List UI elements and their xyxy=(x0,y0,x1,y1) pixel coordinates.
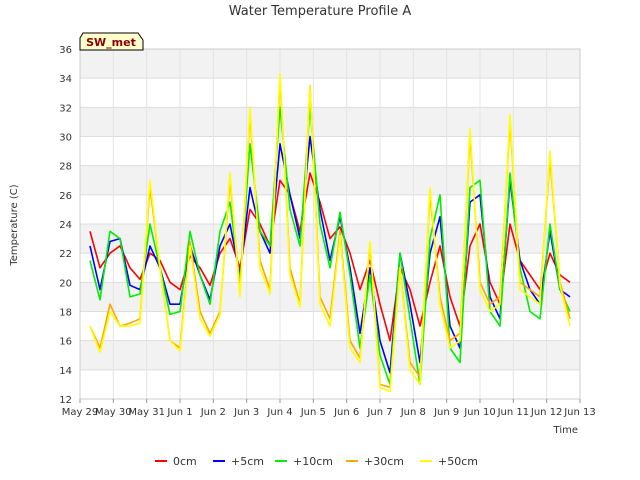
series-lines xyxy=(89,73,571,393)
y-tick-label: 24 xyxy=(59,220,72,231)
legend-item: +10cm xyxy=(275,455,333,468)
plot-band xyxy=(80,165,580,195)
x-tick-label: May 29 xyxy=(62,407,99,418)
y-tick-label: 20 xyxy=(59,278,72,289)
x-tick-label: Jun 12 xyxy=(530,407,563,418)
x-tick-label: May 30 xyxy=(95,407,132,418)
plot-band xyxy=(80,107,580,137)
y-tick-label: 30 xyxy=(59,133,72,144)
chart-title: Water Temperature Profile A xyxy=(229,4,412,19)
y-tick-label: 28 xyxy=(59,162,72,173)
y-axis-label: Temperature (C) xyxy=(9,184,20,266)
y-tick-label: 32 xyxy=(59,103,72,114)
y-tick-label: 36 xyxy=(59,45,72,56)
y-tick-label: 12 xyxy=(59,395,72,406)
legend: 0cm +5cm +10cm +30cm +50cm xyxy=(155,455,478,468)
legend-label: +10cm xyxy=(293,455,333,468)
x-tick-label: Jun 7 xyxy=(366,407,392,418)
y-tick-label: 16 xyxy=(59,337,72,348)
x-tick-label: Jun 4 xyxy=(266,407,292,418)
x-axis-label: Time xyxy=(553,425,578,436)
x-tick-label: Jun 8 xyxy=(400,407,426,418)
y-tick-label: 34 xyxy=(59,74,72,85)
plot-band xyxy=(80,49,580,79)
plot-band xyxy=(80,340,580,370)
series-line-0cm xyxy=(89,172,571,342)
legend-item: +50cm xyxy=(420,455,478,468)
series-line-5cm xyxy=(89,135,571,374)
x-tick-label: Jun 2 xyxy=(200,407,226,418)
legend-label: 0cm xyxy=(173,455,197,468)
series-line-50cm xyxy=(89,73,571,393)
y-axis-ticks: 12 14 16 18 20 22 24 26 28 30 32 34 36 xyxy=(59,45,72,406)
legend-item: 0cm xyxy=(155,455,197,468)
y-tick-label: 22 xyxy=(59,249,72,260)
station-badge: SW_met xyxy=(79,32,144,51)
legend-label: +30cm xyxy=(364,455,404,468)
x-tick-label: Jun 10 xyxy=(463,407,496,418)
legend-item: +5cm xyxy=(213,455,264,468)
y-tick-label: 18 xyxy=(59,308,72,319)
legend-label: +5cm xyxy=(231,455,264,468)
y-tick-label: 14 xyxy=(59,366,72,377)
legend-item: +30cm xyxy=(346,455,404,468)
x-tick-label: Jun 5 xyxy=(300,407,326,418)
x-tick-label: Jun 3 xyxy=(233,407,259,418)
x-tick-label: Jun 9 xyxy=(433,407,459,418)
x-tick-label: May 31 xyxy=(128,407,165,418)
x-tick-label: Jun 13 xyxy=(563,407,596,418)
x-tick-label: Jun 1 xyxy=(166,407,192,418)
x-tick-label: Jun 11 xyxy=(497,407,530,418)
y-tick-label: 26 xyxy=(59,191,72,202)
station-badge-shape xyxy=(79,32,144,51)
plot-frame xyxy=(79,48,581,400)
x-tick-label: Jun 6 xyxy=(333,407,359,418)
station-badge-label: SW_met xyxy=(86,36,136,49)
legend-label: +50cm xyxy=(438,455,478,468)
plot-band xyxy=(80,282,580,312)
